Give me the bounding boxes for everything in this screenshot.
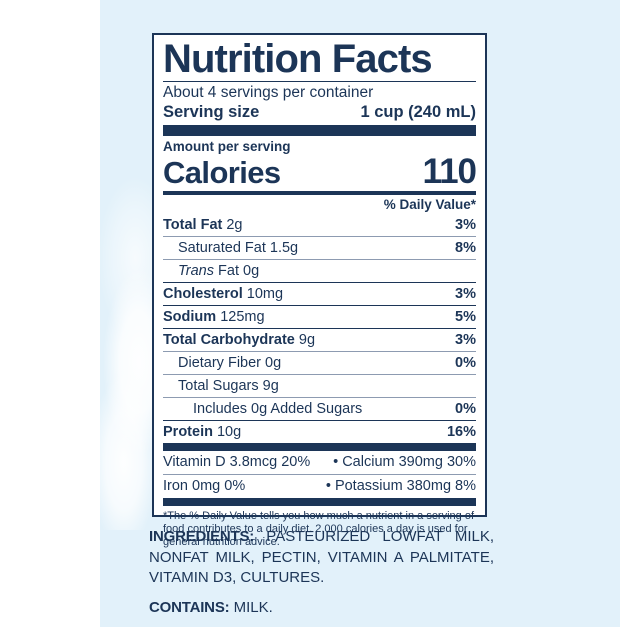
nutrient-divider — [163, 351, 476, 352]
nutrient-row: Saturated Fat 1.5g 8% — [163, 237, 476, 259]
vitamin-right-cell: • Calcium 390mg 30% — [333, 454, 476, 470]
nutrient-row: Total Fat 2g 3% — [163, 214, 476, 236]
nutrient-name-amount: Dietary Fiber 0g — [178, 355, 281, 372]
vitamin-left-cell: Vitamin D 3.8mcg 20% — [163, 454, 311, 470]
nutrient-name: Cholesterol — [163, 285, 243, 302]
vitamin-row: Vitamin D 3.8mcg 20% • Calcium 390mg 30% — [163, 451, 476, 474]
contains-heading: CONTAINS: — [149, 599, 230, 616]
nutrient-name-amount: Total Carbohydrate 9g — [163, 332, 315, 349]
nutrient-daily-value: 5% — [455, 308, 476, 325]
nutrient-name: Total Carbohydrate — [163, 331, 295, 348]
nutrient-divider — [163, 397, 476, 398]
nutrient-name-amount: Cholesterol 10mg — [163, 286, 283, 303]
nutrition-facts-title: Nutrition Facts — [163, 37, 433, 81]
vitamin-divider — [163, 474, 476, 475]
nutrient-name: Includes 0g Added Sugars — [193, 400, 363, 417]
calories-value: 110 — [422, 152, 477, 191]
ingredients-block: INGREDIENTS: PASTEURIZED LOWFAT MILK, NO… — [149, 527, 494, 589]
divider-under-calories — [163, 191, 476, 195]
nutrient-amount: 0g — [261, 354, 282, 371]
nutrient-name-amount: Total Sugars 9g — [178, 378, 279, 395]
ingredients-text: PASTEURIZED LOWFAT MILK, NONFAT MILK, PE… — [149, 528, 495, 586]
vitamin-rows-container: Vitamin D 3.8mcg 20% • Calcium 390mg 30% I… — [163, 451, 476, 498]
nutrient-name-amount: Saturated Fat 1.5g — [178, 240, 298, 257]
nutrient-row: Total Sugars 9g — [163, 375, 476, 397]
nutrient-divider — [163, 236, 476, 237]
nutrient-daily-value: 3% — [455, 216, 476, 233]
nutrient-name-amount: Trans Fat 0g — [178, 263, 259, 280]
nutrient-amount: 1.5g — [265, 239, 299, 256]
nutrient-row: Includes 0g Added Sugars 0% — [163, 398, 476, 420]
daily-value-header: % Daily Value* — [383, 197, 476, 212]
nutrient-row: Total Carbohydrate 9g 3% — [163, 329, 476, 351]
nutrient-divider — [163, 328, 476, 329]
nutrient-name-amount: Total Fat 2g — [163, 217, 243, 234]
nutrient-row: Dietary Fiber 0g 0% — [163, 352, 476, 374]
nutrient-name: Sodium — [163, 308, 217, 325]
nutrition-facts-label: Nutrition Facts About 4 servings per con… — [152, 33, 487, 548]
contains-block: CONTAINS: MILK. — [149, 598, 273, 619]
nutrient-divider — [163, 305, 476, 306]
vitamin-row: Iron 0mg 0% • Potassium 380mg 8% — [163, 475, 476, 498]
nutrient-name: Saturated Fat — [178, 239, 266, 256]
nutrient-name-amount: Includes 0g Added Sugars — [193, 401, 362, 418]
nutrient-amount: 10mg — [242, 285, 284, 302]
nutrient-row: Trans Fat 0g — [163, 260, 476, 282]
contains-text: MILK. — [233, 599, 273, 616]
nutrient-name: Total Sugars — [178, 377, 259, 394]
nutrient-name: Total Fat — [163, 216, 223, 233]
nutrient-daily-value: 16% — [446, 423, 476, 440]
serving-size-value: 1 cup (240 mL) — [360, 103, 476, 121]
thick-bar-above-vitamins — [163, 443, 476, 451]
nutrient-amount: Fat 0g — [214, 262, 260, 279]
nutrient-amount: 125mg — [216, 308, 265, 325]
nutrient-daily-value: 3% — [455, 331, 476, 348]
thick-bar-above-calories — [163, 125, 476, 136]
nutrient-row: Sodium 125mg 5% — [163, 306, 476, 328]
nutrient-daily-value: 8% — [455, 239, 476, 256]
nutrient-daily-value: 0% — [455, 354, 476, 371]
nutrient-amount: 9g — [258, 377, 279, 394]
nutrient-name: Dietary Fiber — [178, 354, 261, 371]
daily-value-footnote: *The % Daily Value tells you how much a … — [163, 510, 475, 548]
nutrient-rows-container: Total Fat 2g 3% Saturated Fat 1.5g 8% Trans … — [163, 214, 476, 443]
nutrient-amount: 9g — [294, 331, 316, 348]
vitamin-right-cell: • Potassium 380mg 8% — [325, 478, 476, 494]
thick-bar-above-footnote — [163, 498, 476, 506]
servings-per-container: About 4 servings per container — [163, 84, 374, 101]
nutrient-amount: 10g — [212, 423, 242, 440]
nutrient-divider — [163, 420, 476, 421]
ingredients-heading: INGREDIENTS: — [149, 528, 255, 545]
vitamin-left-cell: Iron 0mg 0% — [163, 478, 246, 494]
serving-size-label: Serving size — [163, 103, 260, 121]
nutrient-amount: 2g — [222, 216, 243, 233]
nutrient-divider — [163, 259, 476, 260]
amount-per-serving-label: Amount per serving — [163, 139, 291, 154]
nutrient-daily-value: 3% — [455, 285, 476, 302]
nutrient-daily-value: 0% — [455, 400, 476, 417]
serving-size-row: Serving size 1 cup (240 mL) — [163, 102, 476, 125]
calories-label: Calories — [163, 155, 281, 190]
calories-row: Calories 110 — [163, 152, 477, 191]
nutrient-divider — [163, 374, 476, 375]
nutrient-name-amount: Protein 10g — [163, 424, 241, 441]
nutrient-name: Protein — [163, 423, 213, 440]
nutrient-row: Cholesterol 10mg 3% — [163, 283, 476, 305]
nutrient-row: Protein 10g 16% — [163, 421, 476, 443]
nutrient-name-amount: Sodium 125mg — [163, 309, 265, 326]
nutrient-name: Trans — [178, 262, 214, 279]
divider-under-title — [163, 81, 476, 82]
nutrient-divider — [163, 282, 476, 283]
